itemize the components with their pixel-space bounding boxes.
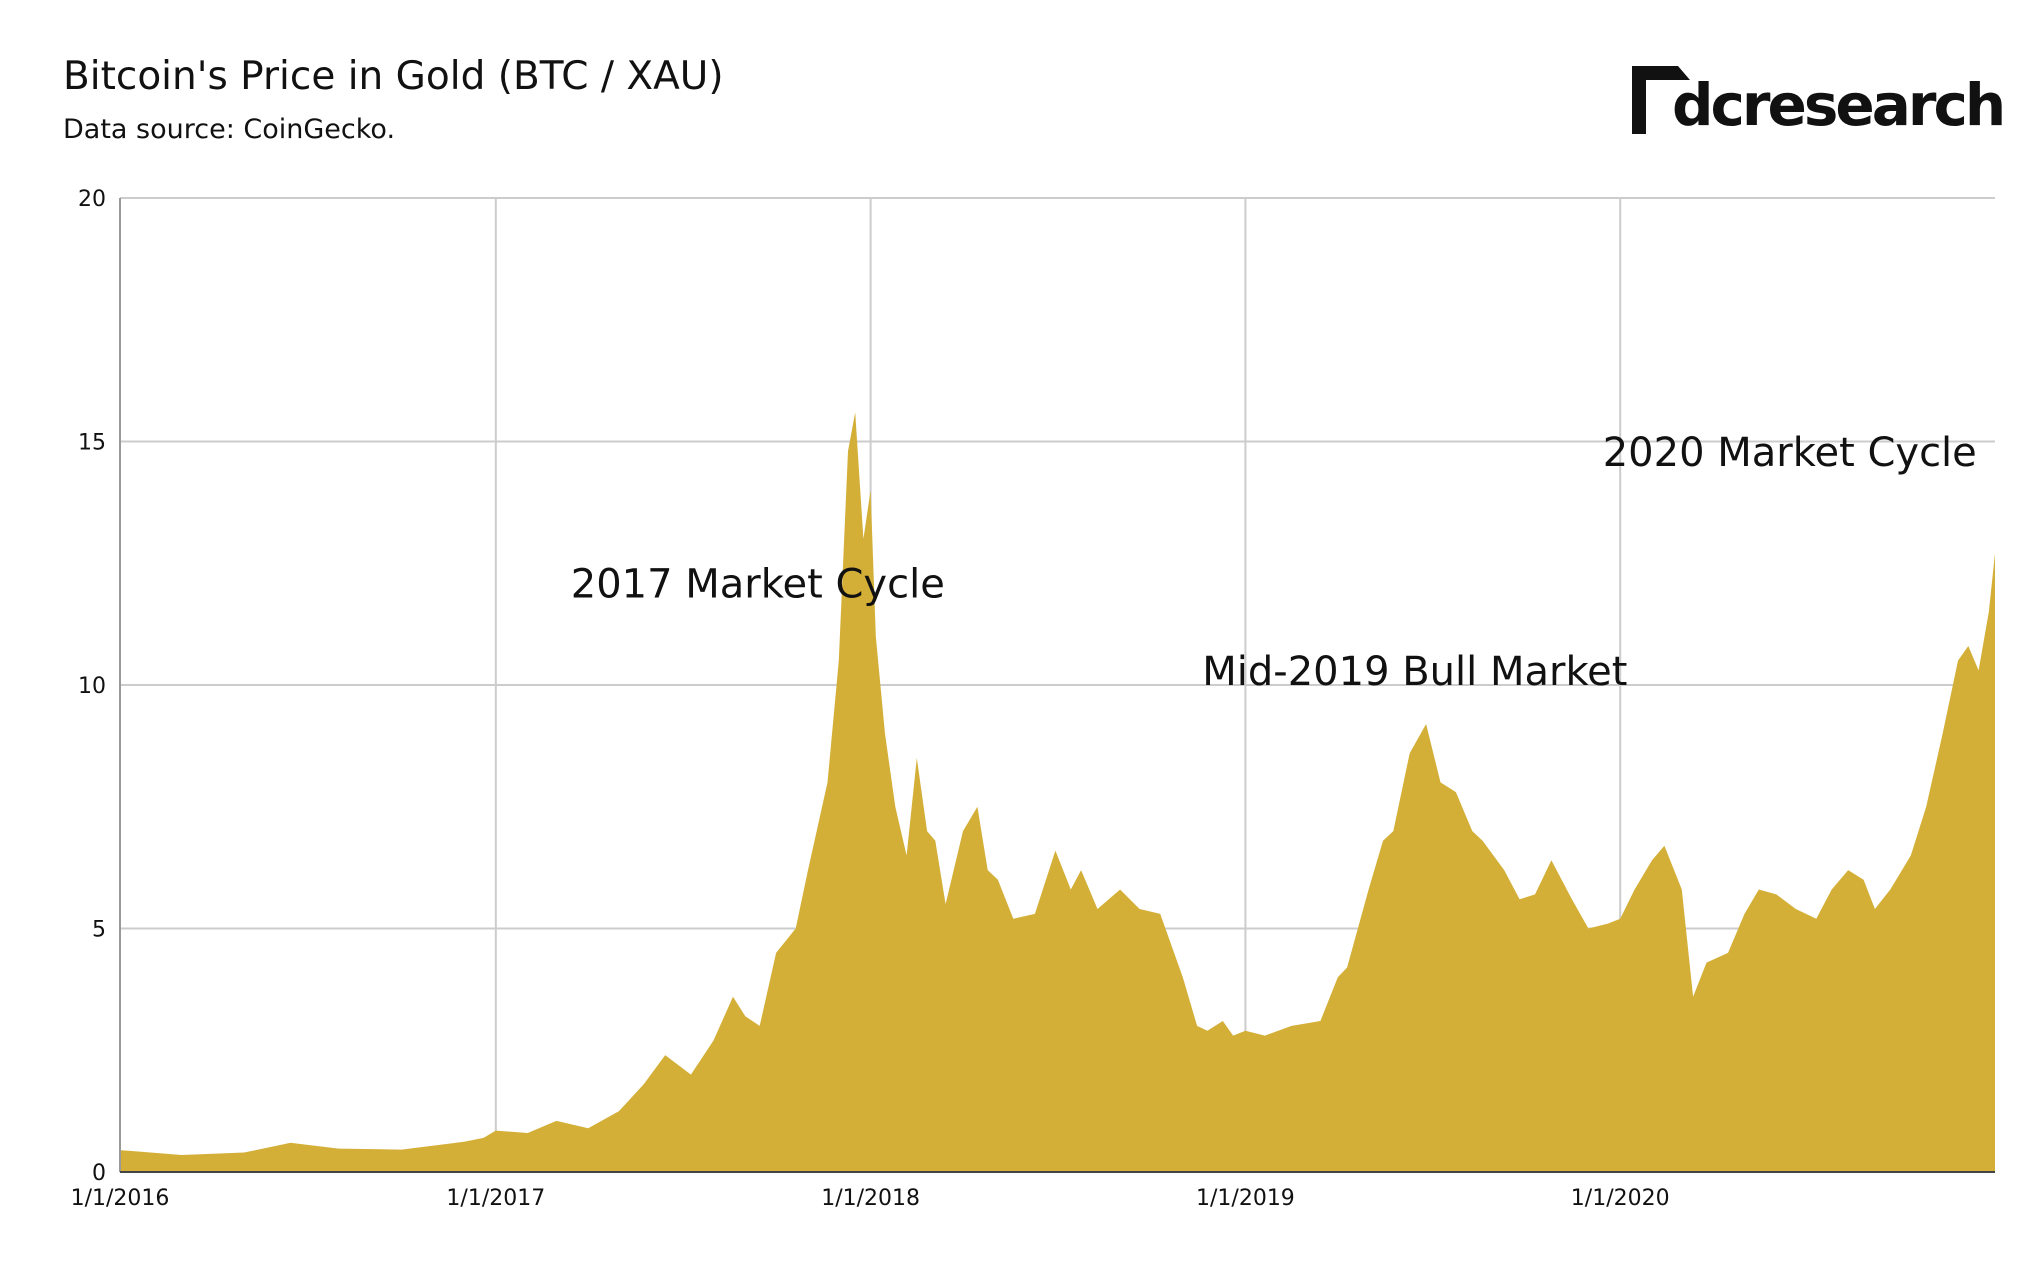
x-tick-label: 1/1/2018 xyxy=(821,1186,920,1211)
chart-subtitle: Data source: CoinGecko. xyxy=(63,114,396,145)
x-tick-label: 1/1/2017 xyxy=(446,1186,545,1211)
brand-logo-icon xyxy=(1632,66,1690,134)
x-tick-label: 1/1/2019 xyxy=(1196,1186,1295,1211)
price-area xyxy=(120,412,1995,1172)
y-tick-label: 20 xyxy=(78,187,106,212)
x-tick-label: 1/1/2016 xyxy=(71,1186,170,1211)
y-tick-label: 0 xyxy=(92,1161,106,1186)
annotation-label: Mid-2019 Bull Market xyxy=(1202,649,1627,695)
annotation-label: 2020 Market Cycle xyxy=(1603,430,1977,476)
brand-name: dcresearch xyxy=(1672,71,2006,139)
x-axis-ticks: 1/1/2016 1/1/2017 1/1/2018 1/1/2019 1/1/2020 xyxy=(71,1186,1670,1211)
annotation-label: 2017 Market Cycle xyxy=(571,561,945,607)
y-axis-ticks: 0 5 10 15 20 xyxy=(78,187,106,1186)
x-tick-label: 1/1/2020 xyxy=(1571,1186,1670,1211)
brand-logo: dcresearch xyxy=(1632,62,2006,148)
chart-title: Bitcoin's Price in Gold (BTC / XAU) xyxy=(63,54,724,99)
y-tick-label: 10 xyxy=(78,674,106,699)
y-tick-label: 15 xyxy=(78,431,106,456)
series-area xyxy=(120,412,1995,1172)
annotations: 2017 Market Cycle Mid-2019 Bull Market 202… xyxy=(571,430,1977,695)
y-tick-label: 5 xyxy=(92,918,106,943)
axes xyxy=(119,198,1995,1173)
